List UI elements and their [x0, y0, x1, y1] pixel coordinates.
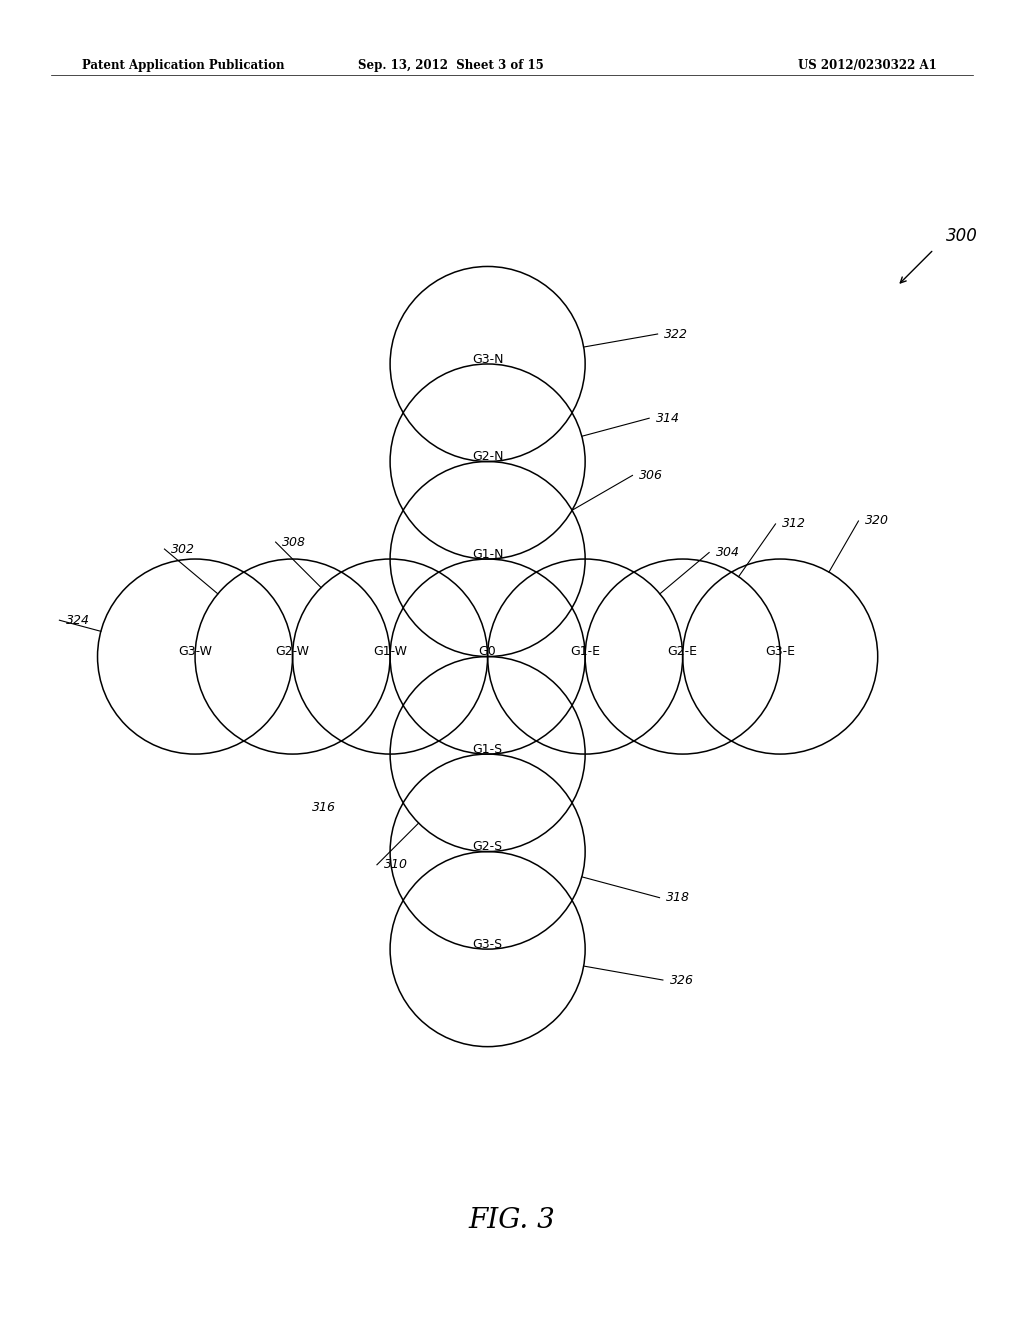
Text: 312: 312	[782, 517, 806, 531]
Text: 306: 306	[639, 469, 664, 482]
Text: 308: 308	[283, 536, 306, 549]
Text: 304: 304	[716, 546, 740, 558]
Text: 314: 314	[656, 412, 680, 425]
Text: G2-W: G2-W	[275, 645, 309, 659]
Text: US 2012/0230322 A1: US 2012/0230322 A1	[799, 59, 937, 73]
Text: 324: 324	[67, 614, 90, 627]
Text: G2-N: G2-N	[472, 450, 504, 463]
Text: 316: 316	[312, 801, 336, 814]
Text: 302: 302	[171, 543, 196, 556]
Text: G1-W: G1-W	[373, 645, 408, 659]
Text: G2-E: G2-E	[668, 645, 697, 659]
Text: G1-E: G1-E	[570, 645, 600, 659]
Text: 322: 322	[665, 327, 688, 341]
Text: FIG. 3: FIG. 3	[469, 1208, 555, 1234]
Text: G2-S: G2-S	[472, 841, 503, 853]
Text: G1-N: G1-N	[472, 548, 504, 561]
Text: 318: 318	[667, 891, 690, 904]
Text: G0: G0	[479, 645, 497, 659]
Text: Patent Application Publication: Patent Application Publication	[82, 59, 285, 73]
Text: G3-N: G3-N	[472, 352, 504, 366]
Text: G3-S: G3-S	[472, 937, 503, 950]
Text: G1-S: G1-S	[472, 743, 503, 755]
Text: 320: 320	[865, 515, 889, 528]
Text: Sep. 13, 2012  Sheet 3 of 15: Sep. 13, 2012 Sheet 3 of 15	[357, 59, 544, 73]
Text: G3-E: G3-E	[765, 645, 796, 659]
Text: 326: 326	[670, 974, 693, 986]
Text: G3-W: G3-W	[178, 645, 212, 659]
Text: 310: 310	[384, 858, 408, 871]
Text: 300: 300	[945, 227, 977, 244]
